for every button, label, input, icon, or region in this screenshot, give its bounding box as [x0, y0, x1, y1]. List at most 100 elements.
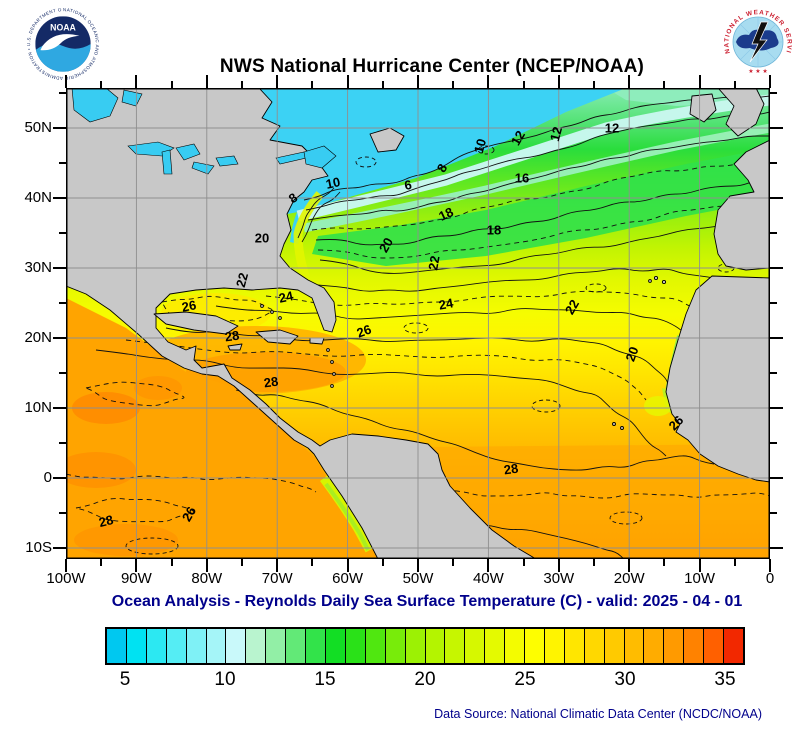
land-cuba — [153, 311, 239, 335]
hudson-bay — [71, 88, 119, 123]
noaa-logo-label: NOAA — [50, 23, 76, 33]
colorbar-tick-label: 15 — [314, 669, 336, 690]
land-ireland — [689, 93, 717, 123]
lon-tick — [522, 559, 525, 566]
lon-tick — [663, 559, 666, 566]
lat-tick — [59, 92, 66, 94]
lon-label: 30W — [543, 570, 575, 587]
temperature-colorbar — [105, 627, 745, 665]
colorbar-cell — [146, 629, 167, 663]
sst-shading — [66, 88, 770, 559]
lon-tick — [698, 75, 701, 88]
lat-label: 30N — [24, 259, 52, 276]
lat-label: 0 — [43, 469, 52, 486]
lon-label: 100W — [46, 570, 86, 587]
colorbar-cell — [465, 629, 486, 663]
land-newfoundland — [369, 127, 405, 153]
lat-tick — [53, 477, 66, 479]
colorbar-cell — [684, 629, 705, 663]
map-subtitle: Ocean Analysis - Reynolds Daily Sea Surf… — [111, 593, 743, 610]
lon-tick — [170, 81, 173, 88]
lon-tick — [276, 75, 279, 88]
lat-tick — [770, 267, 783, 269]
lat-tick — [59, 162, 66, 164]
lat-tick — [59, 512, 66, 514]
lon-label: 90W — [120, 570, 152, 587]
island-dot — [332, 372, 336, 376]
lon-tick — [135, 75, 138, 88]
lon-tick — [346, 559, 349, 572]
lon-label: 60W — [332, 570, 364, 587]
colorbar-cell — [405, 629, 426, 663]
lat-tick — [53, 127, 66, 129]
lon-label: 80W — [191, 570, 223, 587]
sst-contour — [297, 187, 335, 239]
colorbar-tick-label: 30 — [614, 669, 636, 690]
lon-tick — [593, 559, 595, 566]
colorbar-cell — [206, 629, 227, 663]
lon-tick — [241, 559, 243, 566]
lon-label: 70W — [261, 570, 293, 587]
colorbar-tick-label: 10 — [214, 669, 236, 690]
lon-label: 40W — [472, 570, 504, 587]
colorbar-cell — [286, 629, 307, 663]
land-britain — [717, 88, 765, 137]
sst-contour — [75, 498, 194, 523]
lon-tick — [276, 559, 279, 572]
lon-tick — [733, 559, 736, 566]
lon-tick — [487, 75, 490, 88]
lat-tick — [53, 267, 66, 269]
colorbar-cell — [485, 629, 506, 663]
island-dot — [260, 304, 264, 308]
lon-tick — [205, 559, 208, 572]
island-dot — [270, 310, 274, 314]
sst-contour — [315, 180, 770, 246]
lon-tick — [170, 559, 173, 566]
lat-tick — [53, 547, 66, 549]
sst-contour — [303, 95, 770, 201]
lon-tick — [346, 75, 349, 88]
colorbar-tick-label: 20 — [414, 669, 436, 690]
land-europe — [713, 139, 770, 271]
lat-label: 10S — [25, 539, 52, 556]
lat-label: 40N — [24, 189, 52, 206]
lon-tick — [487, 559, 490, 572]
colorbar-tick-label: 5 — [119, 669, 131, 690]
island-dot — [326, 348, 330, 352]
colorbar-cell — [365, 629, 386, 663]
colorbar-cell — [126, 629, 147, 663]
lat-tick — [59, 372, 66, 374]
land-jamaica — [227, 343, 243, 351]
island-dot — [278, 316, 282, 320]
colorbar-cell — [564, 629, 585, 663]
colorbar-cell — [525, 629, 545, 663]
colorbar-cell — [186, 629, 207, 663]
lon-tick — [452, 559, 455, 566]
sst-contour — [319, 221, 770, 274]
lon-label: 10W — [684, 570, 716, 587]
lat-tick — [53, 337, 66, 339]
lat-tick — [770, 197, 783, 199]
lat-label: 10N — [24, 399, 52, 416]
lon-tick — [452, 81, 455, 88]
lake-huron — [175, 143, 201, 161]
sst-map — [66, 88, 770, 559]
lon-tick — [628, 559, 631, 572]
lat-label: 20N — [24, 329, 52, 346]
gulf-st-lawrence — [303, 145, 337, 169]
lat-tick — [770, 442, 777, 444]
lon-tick — [593, 81, 595, 88]
lake-ontario — [215, 155, 239, 167]
lon-tick — [381, 81, 384, 88]
colorbar-cell — [724, 629, 743, 663]
lon-label: 20W — [613, 570, 645, 587]
sst-contour — [445, 489, 770, 499]
colorbar-cell — [445, 629, 466, 663]
lat-tick — [770, 162, 777, 164]
landmasses — [66, 88, 770, 559]
land-puerto-rico — [309, 337, 325, 345]
island-canaries — [648, 279, 652, 283]
lon-tick — [417, 75, 419, 88]
sst-contour — [301, 191, 341, 243]
